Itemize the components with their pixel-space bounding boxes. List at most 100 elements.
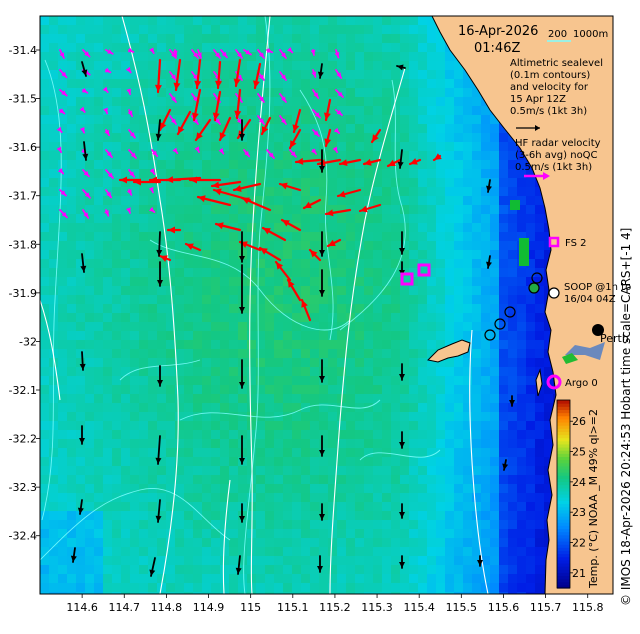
- sst-cell: [310, 349, 320, 359]
- sst-cell: [319, 295, 329, 305]
- soop-marker[interactable]: [504, 306, 516, 318]
- sst-cell: [337, 97, 347, 107]
- sst-cell: [202, 457, 212, 467]
- sst-cell: [418, 592, 428, 594]
- sst-cell: [310, 142, 320, 152]
- sst-cell: [247, 187, 257, 197]
- sst-cell: [427, 34, 437, 44]
- sst-cell: [112, 169, 122, 179]
- sst-cell: [139, 187, 149, 197]
- sst-cell: [364, 592, 374, 594]
- radar-current-vector: [338, 158, 362, 167]
- sst-cell: [193, 259, 203, 269]
- hf-velocity-vector: [266, 47, 274, 54]
- sst-cell: [76, 376, 86, 386]
- sst-cell: [319, 385, 329, 395]
- sst-cell: [337, 592, 347, 594]
- sst-cell: [121, 133, 131, 143]
- sst-cell: [121, 250, 131, 260]
- sst-cell: [337, 223, 347, 233]
- sst-cell: [508, 331, 518, 341]
- sst-cell: [220, 376, 230, 386]
- sst-cell: [202, 250, 212, 260]
- sst-cell: [76, 133, 86, 143]
- sst-cell: [76, 565, 86, 575]
- sst-cell: [49, 493, 59, 503]
- sst-cell: [346, 385, 356, 395]
- colorbar-segment: [557, 431, 570, 436]
- sst-cell: [292, 367, 302, 377]
- sst-cell: [220, 475, 230, 485]
- soop-marker[interactable]: [494, 318, 506, 330]
- sst-cell: [373, 277, 383, 287]
- sst-cell: [139, 133, 149, 143]
- sst-cell: [517, 583, 527, 593]
- sst-cell: [157, 583, 167, 593]
- soop-marker[interactable]: [484, 329, 496, 341]
- sst-cell: [274, 43, 284, 53]
- soop-marker[interactable]: [531, 272, 543, 284]
- sst-cell: [400, 241, 410, 251]
- sst-cell: [544, 331, 554, 341]
- sst-cell: [229, 394, 239, 404]
- sst-cell: [454, 547, 464, 557]
- sst-cell: [49, 250, 59, 260]
- sst-cell: [373, 592, 383, 594]
- sst-cell: [139, 448, 149, 458]
- sst-cell: [454, 421, 464, 431]
- sst-cell: [148, 556, 158, 566]
- sst-cell: [436, 214, 446, 224]
- sst-cell: [193, 205, 203, 215]
- fs2-marker[interactable]: [548, 236, 560, 248]
- sst-cell: [274, 529, 284, 539]
- sst-cell: [229, 331, 239, 341]
- sst-cell: [382, 286, 392, 296]
- sst-cell: [481, 466, 491, 476]
- sst-cell: [58, 466, 68, 476]
- hf-station-marker[interactable]: [417, 263, 431, 277]
- argo-marker[interactable]: [546, 374, 562, 390]
- sst-cell: [184, 529, 194, 539]
- sst-cell: [373, 223, 383, 233]
- hf-velocity-vector: [279, 93, 287, 103]
- hf-station-marker[interactable]: [400, 272, 414, 286]
- sst-cell: [256, 250, 266, 260]
- sst-cell: [130, 169, 140, 179]
- hf-velocity-vector: [279, 71, 287, 81]
- sst-cell: [211, 538, 221, 548]
- colorbar-segment: [557, 412, 570, 417]
- sst-cell: [211, 547, 221, 557]
- sst-cell: [292, 178, 302, 188]
- sst-cell: [319, 97, 329, 107]
- sst-cell: [130, 511, 140, 521]
- sst-cell: [94, 196, 104, 206]
- sst-cell: [265, 34, 275, 44]
- sst-cell: [193, 106, 203, 116]
- sst-cell: [346, 484, 356, 494]
- soop-marker[interactable]: [528, 282, 540, 294]
- sst-cell: [472, 412, 482, 422]
- sst-cell: [346, 223, 356, 233]
- radar-current-vector: [408, 158, 422, 166]
- sst-cell: [202, 547, 212, 557]
- soop-marker[interactable]: [548, 287, 560, 299]
- sst-cell: [445, 232, 455, 242]
- sst-cell: [202, 43, 212, 53]
- sst-cell: [310, 394, 320, 404]
- sst-cell: [157, 268, 167, 278]
- sst-cell: [76, 232, 86, 242]
- sst-cell: [418, 70, 428, 80]
- sst-cell: [193, 367, 203, 377]
- sst-cell: [400, 394, 410, 404]
- sst-cell: [454, 187, 464, 197]
- sst-cell: [49, 34, 59, 44]
- altimetry-velocity-vector: [155, 499, 162, 523]
- sst-cell: [517, 520, 527, 530]
- sst-cell: [148, 412, 158, 422]
- sst-cell: [454, 457, 464, 467]
- sst-cell: [526, 394, 536, 404]
- sst-cell: [373, 385, 383, 395]
- sst-cell: [256, 511, 266, 521]
- sst-cell: [364, 430, 374, 440]
- sst-cell: [409, 394, 419, 404]
